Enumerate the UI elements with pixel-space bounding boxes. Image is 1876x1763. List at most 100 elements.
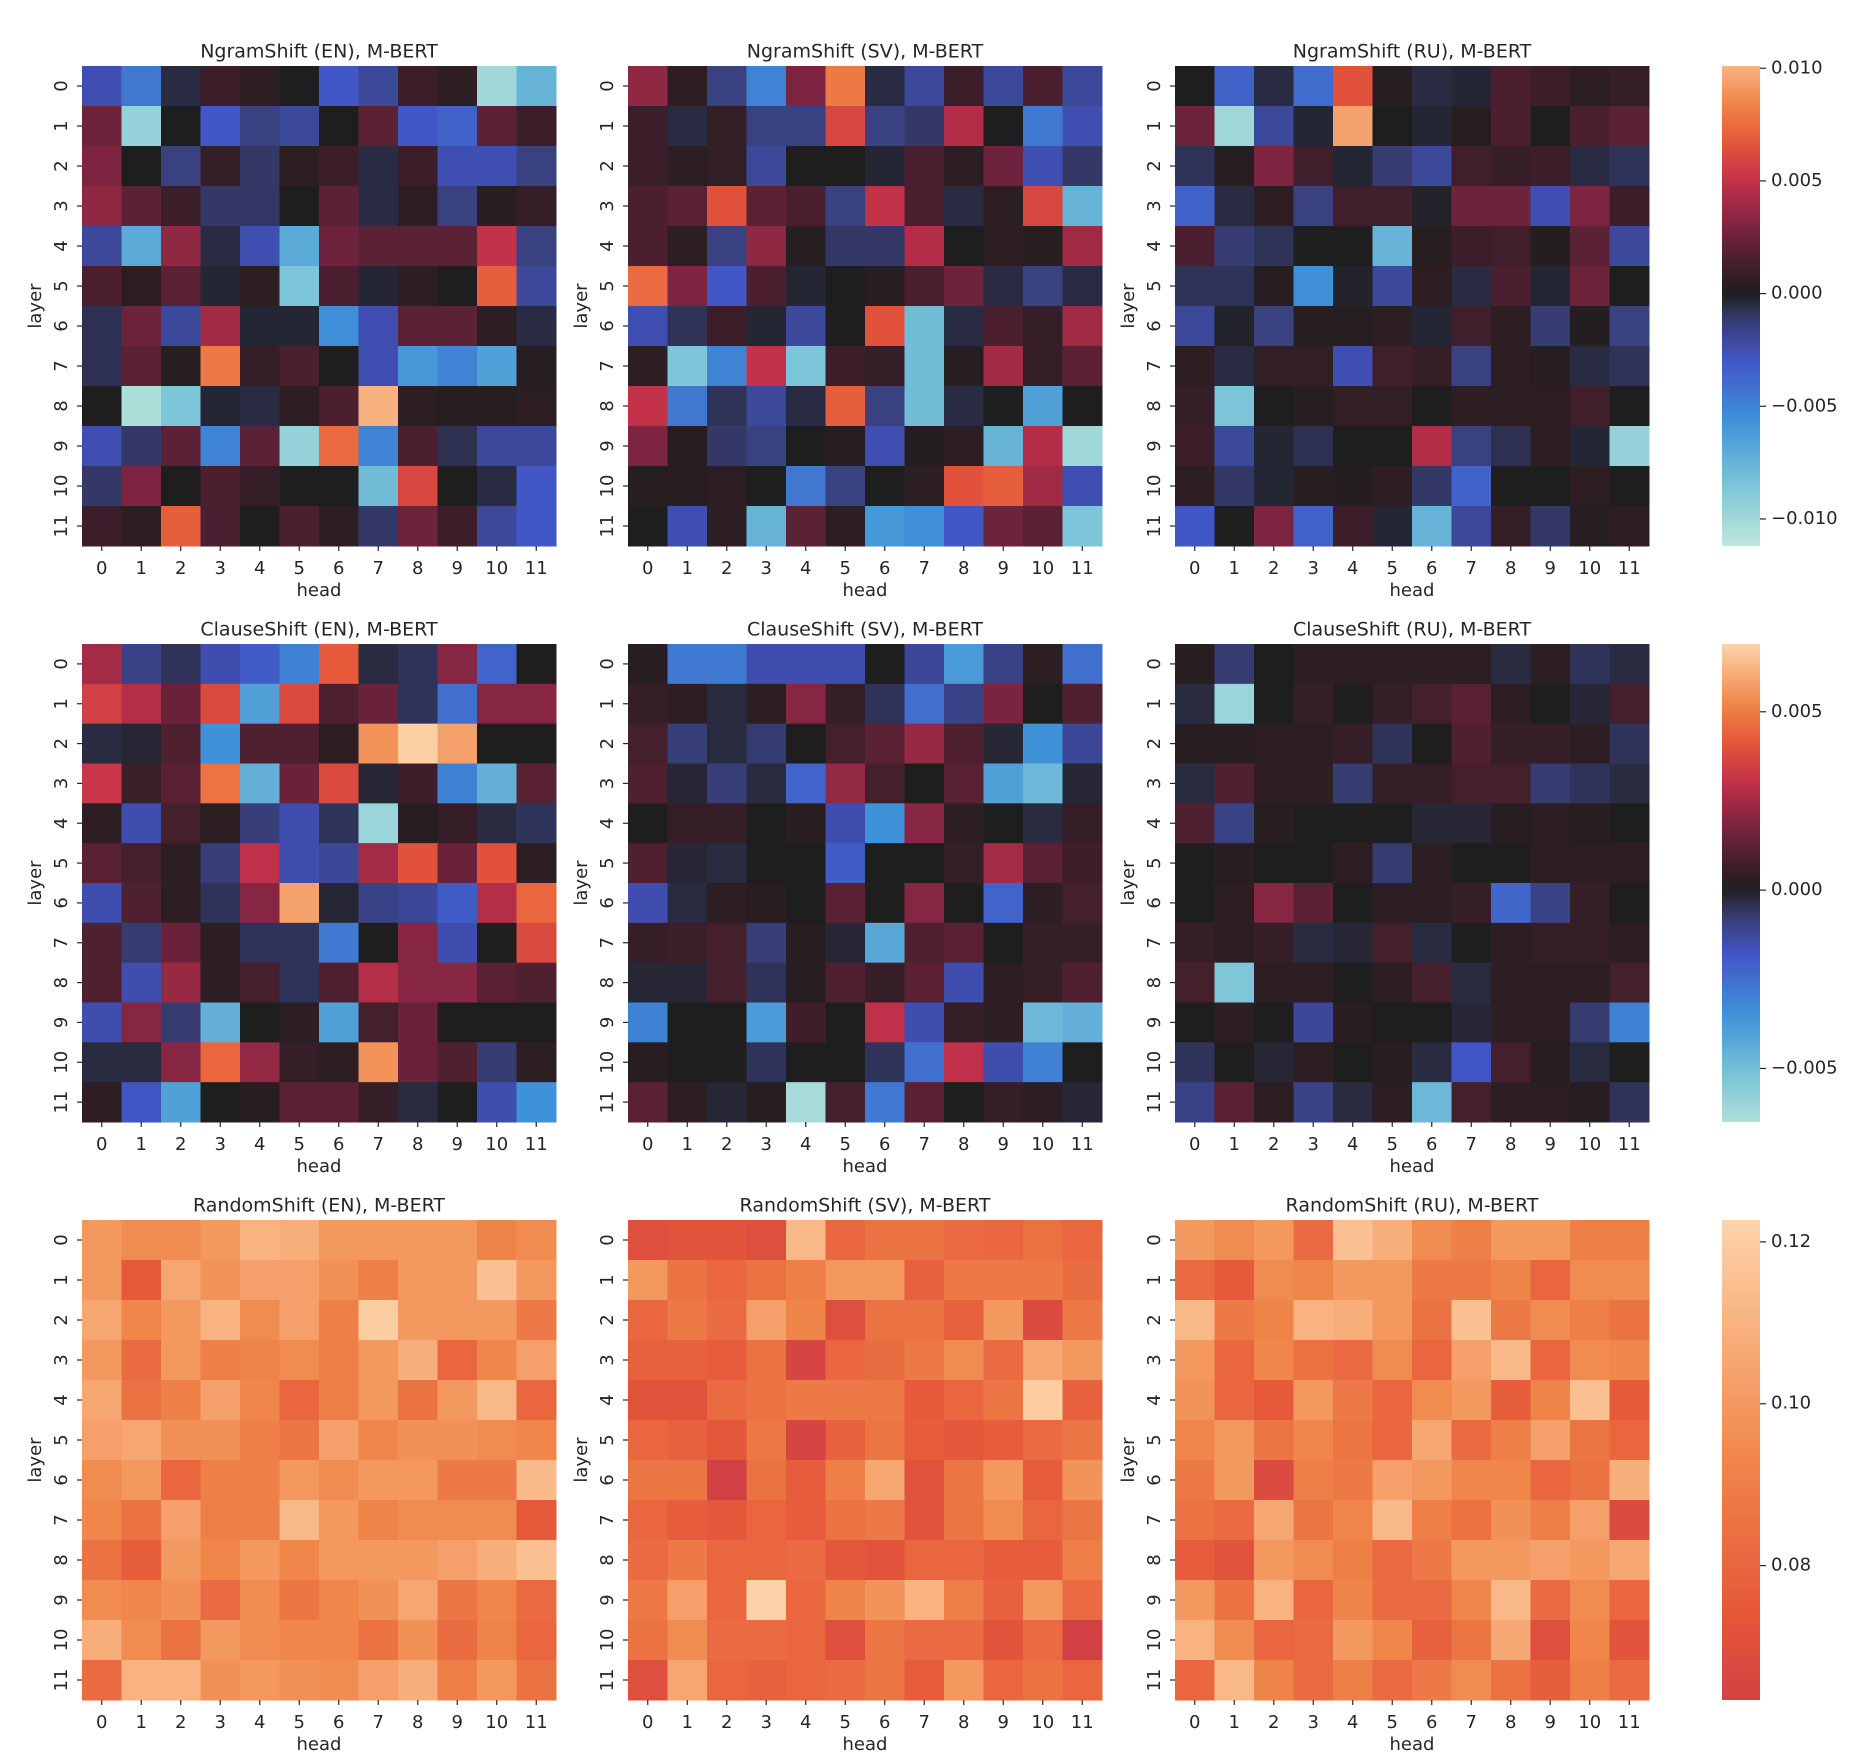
heatmap-cell bbox=[1293, 1460, 1334, 1501]
heatmap-cell bbox=[1372, 226, 1413, 267]
heatmap-cell bbox=[1530, 1340, 1571, 1381]
heatmap-cell bbox=[437, 1042, 478, 1083]
y-tick-label: 11 bbox=[597, 515, 618, 538]
x-tick-label: 11 bbox=[1071, 1134, 1094, 1155]
heatmap-cell bbox=[746, 386, 787, 427]
heatmap-cell bbox=[121, 226, 162, 267]
x-tick-label: 7 bbox=[919, 558, 930, 579]
x-tick-label: 1 bbox=[136, 1712, 147, 1733]
y-tick-label: 10 bbox=[51, 475, 72, 498]
heatmap-cell bbox=[477, 226, 517, 267]
heatmap-cell bbox=[398, 426, 438, 467]
heatmap-cell bbox=[398, 306, 438, 347]
heatmap-cell bbox=[667, 1220, 708, 1261]
heatmap-cell bbox=[1570, 66, 1610, 107]
heatmap-cell bbox=[82, 1082, 122, 1123]
heatmap-cell bbox=[398, 186, 438, 227]
heatmap-cell bbox=[983, 723, 1024, 764]
heatmap-cell bbox=[667, 506, 708, 547]
heatmap-cell bbox=[628, 66, 668, 107]
heatmap-cell bbox=[746, 1340, 787, 1381]
heatmap-cell bbox=[121, 1460, 162, 1501]
x-tick-label: 8 bbox=[958, 1134, 969, 1155]
heatmap-cell bbox=[904, 426, 945, 467]
heatmap-cell bbox=[1451, 1620, 1492, 1661]
heatmap-cell bbox=[279, 1220, 320, 1261]
heatmap-cell bbox=[1451, 426, 1492, 467]
y-tick-label: 6 bbox=[1144, 897, 1165, 908]
heatmap-cell bbox=[516, 106, 557, 147]
heatmap-cell bbox=[1333, 1540, 1373, 1581]
heatmap-cell bbox=[319, 1500, 359, 1541]
heatmap-cell bbox=[1214, 1340, 1255, 1381]
heatmap-cell bbox=[279, 1660, 320, 1701]
x-axis-label: head bbox=[843, 580, 888, 601]
heatmap-cell bbox=[1333, 962, 1373, 1003]
heatmap-cell bbox=[1609, 506, 1650, 547]
heatmap-cell bbox=[1333, 466, 1373, 507]
heatmap-cell bbox=[707, 1380, 747, 1421]
heatmap-cell bbox=[1214, 763, 1255, 804]
heatmap-cell bbox=[1254, 803, 1294, 844]
heatmap-cell bbox=[1293, 66, 1334, 107]
heatmap-cell bbox=[121, 426, 162, 467]
heatmap-cell bbox=[1175, 226, 1215, 267]
heatmap-cell bbox=[319, 1420, 359, 1461]
heatmap-cell bbox=[358, 1220, 399, 1261]
heatmap-cell bbox=[398, 763, 438, 804]
heatmap-cell bbox=[865, 426, 905, 467]
heatmap-cell bbox=[82, 723, 122, 764]
heatmap-cell bbox=[865, 883, 905, 924]
y-tick-label: 0 bbox=[51, 658, 72, 669]
heatmap-cell bbox=[200, 1300, 241, 1341]
y-tick-label: 1 bbox=[51, 698, 72, 709]
heatmap-cell bbox=[279, 683, 320, 725]
heatmap-cell bbox=[1293, 1082, 1334, 1123]
heatmap-cell bbox=[477, 306, 517, 347]
heatmap-cell bbox=[983, 922, 1024, 964]
x-tick-label: 7 bbox=[373, 558, 384, 579]
x-tick-label: 1 bbox=[682, 1712, 693, 1733]
heatmap-cell bbox=[516, 1420, 557, 1461]
heatmap-cell bbox=[1062, 683, 1103, 725]
heatmap-cell bbox=[667, 843, 708, 884]
heatmap-cell bbox=[944, 1580, 984, 1621]
heatmap-cell bbox=[279, 883, 320, 924]
heatmap-cell bbox=[746, 1260, 787, 1301]
heatmap-cell bbox=[628, 1260, 668, 1301]
x-tick-label: 8 bbox=[958, 1712, 969, 1733]
heatmap-cell bbox=[477, 1340, 517, 1381]
heatmap-cell bbox=[121, 763, 162, 804]
heatmap-cell bbox=[746, 346, 787, 387]
colorbar-tick-label: 0.12 bbox=[1771, 1231, 1811, 1252]
heatmap-cell bbox=[82, 186, 122, 227]
heatmap-cell bbox=[746, 66, 787, 107]
heatmap-cell bbox=[825, 1260, 866, 1301]
heatmap-cell bbox=[437, 386, 478, 427]
heatmap-cell bbox=[319, 186, 359, 227]
panel-title: RandomShift (EN), M-BERT bbox=[193, 1195, 445, 1217]
y-tick-label: 4 bbox=[51, 1394, 72, 1405]
heatmap-cell bbox=[707, 723, 747, 764]
heatmap-cell bbox=[746, 146, 787, 187]
heatmap-cell bbox=[398, 1002, 438, 1043]
heatmap-cell bbox=[1530, 386, 1571, 427]
heatmap-cell bbox=[319, 306, 359, 347]
heatmap-cell bbox=[161, 1500, 201, 1541]
heatmap-cell bbox=[707, 1620, 747, 1661]
heatmap-cell bbox=[1570, 266, 1610, 307]
heatmap-cell bbox=[1530, 1220, 1571, 1261]
heatmap-cell bbox=[1451, 1300, 1492, 1341]
heatmap-cell bbox=[746, 683, 787, 725]
heatmap-cell bbox=[1175, 186, 1215, 227]
x-tick-label: 2 bbox=[721, 1712, 732, 1733]
heatmap-cell bbox=[437, 346, 478, 387]
heatmap-cell bbox=[1372, 386, 1413, 427]
heatmap-cell bbox=[437, 186, 478, 227]
y-tick-label: 0 bbox=[1144, 658, 1165, 669]
heatmap-cell bbox=[667, 1540, 708, 1581]
heatmap-cell bbox=[121, 962, 162, 1003]
heatmap-cell bbox=[121, 1580, 162, 1621]
heatmap-cell bbox=[1214, 803, 1255, 844]
